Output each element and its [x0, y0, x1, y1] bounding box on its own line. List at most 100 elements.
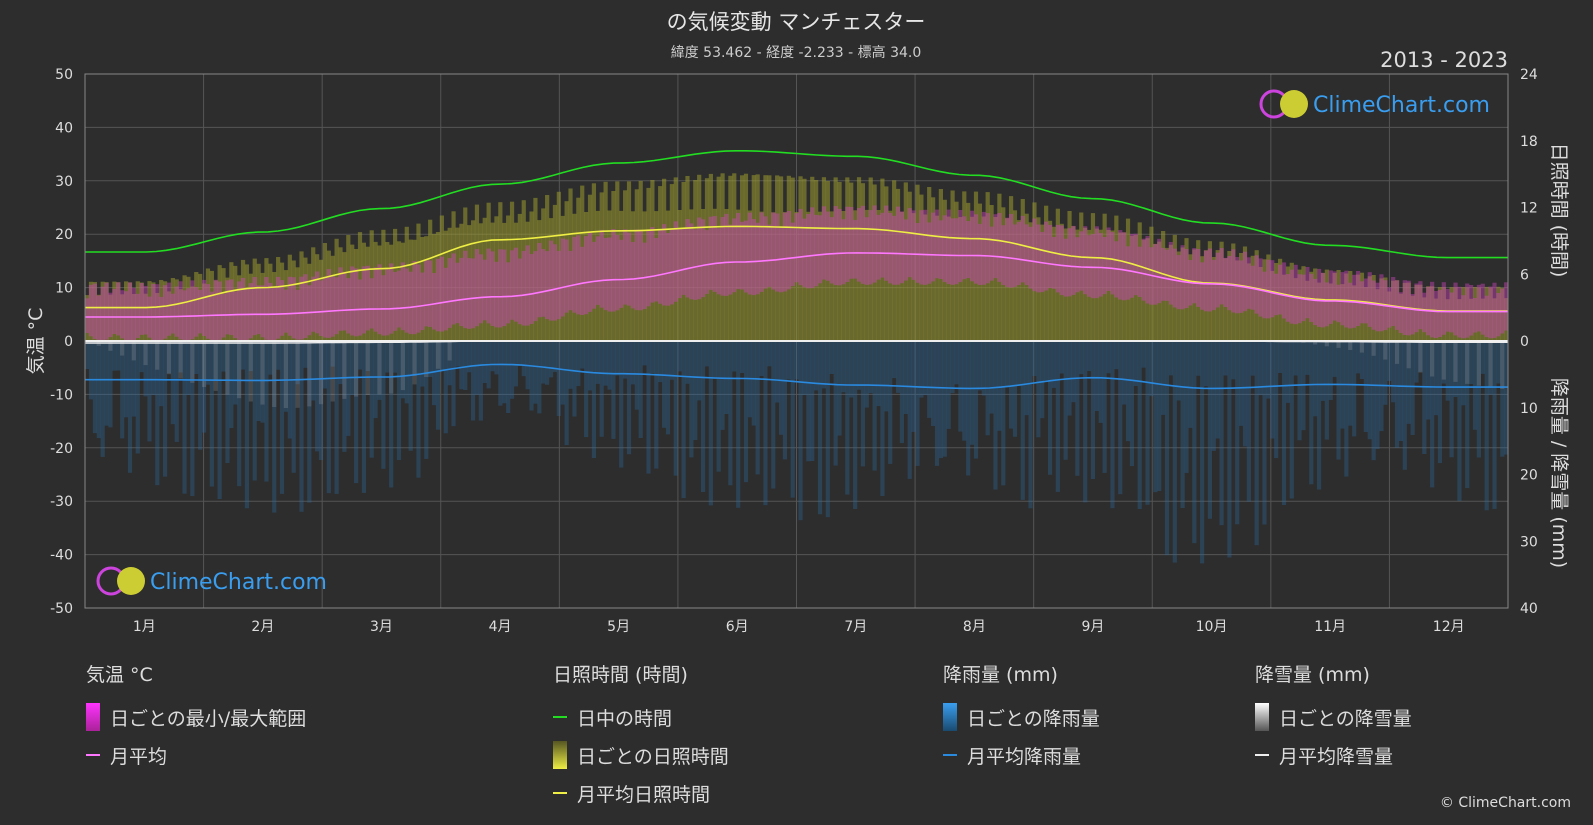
rain-bar — [1036, 341, 1041, 438]
rain-bar — [794, 341, 799, 380]
sunshine-bar — [151, 282, 156, 341]
temp-range-bar — [443, 267, 448, 331]
rain-bar — [611, 341, 616, 439]
sunshine-bar — [326, 250, 331, 341]
rain-bar — [342, 341, 347, 452]
snow-bar — [143, 341, 148, 366]
temp-range-bar — [1375, 282, 1380, 332]
rain-bar — [1383, 341, 1388, 405]
sunshine-bar — [264, 258, 269, 341]
rain-bar — [1336, 341, 1341, 460]
sunshine-bar — [315, 254, 320, 341]
month-label: 10月 — [1196, 619, 1228, 635]
rain-bar — [1008, 341, 1014, 429]
year-range: 2013 - 2023 — [1380, 48, 1508, 72]
sunshine-bar — [1040, 224, 1045, 341]
temp-range-bar — [1063, 238, 1068, 297]
rain-bar — [1324, 341, 1329, 440]
sunshine-bar — [369, 230, 374, 341]
temp-range-bar — [85, 298, 90, 333]
sunshine-bar — [720, 173, 725, 341]
temp-range-bar — [159, 296, 164, 341]
legend-rain: 降雨量 (mm) 日ごとの降雨量 月平均降雨量 — [943, 660, 1100, 774]
rain-bar — [529, 341, 534, 411]
legend-title: 降雨量 (mm) — [943, 664, 1058, 686]
rain-bar — [568, 341, 573, 389]
sunshine-bar — [240, 259, 246, 341]
rain-bar — [330, 341, 335, 367]
rain-bar — [1453, 341, 1458, 397]
sunshine-bar — [1188, 254, 1193, 341]
temp-range-bar — [966, 221, 971, 279]
rain-bar — [888, 341, 893, 464]
rain-bar — [1254, 341, 1259, 546]
temp-range-bar — [381, 275, 386, 336]
legend-item: 日ごとの日照時間 — [553, 736, 729, 774]
right-top-tick-label: 24 — [1520, 67, 1538, 83]
temp-range-bar — [392, 272, 398, 331]
sunshine-bar — [1102, 213, 1107, 341]
sunshine-bar — [1500, 287, 1505, 341]
temp-range-bar — [478, 254, 483, 324]
sunshine-bar — [1059, 223, 1064, 341]
rain-bar — [650, 341, 655, 374]
sunshine-bar — [1504, 298, 1509, 341]
sunshine-bar — [1001, 207, 1006, 341]
rain-bar — [564, 341, 569, 446]
right-bottom-tick-label: 10 — [1520, 401, 1538, 417]
snow-bar — [342, 341, 347, 399]
temp-range-bar — [1168, 242, 1174, 305]
sunshine-bar — [1402, 282, 1407, 341]
rain-bar — [615, 341, 620, 376]
rain-bar — [1055, 341, 1060, 492]
rain-bar — [1016, 341, 1021, 386]
temp-range-bar — [490, 251, 495, 326]
sunshine-bar — [630, 211, 636, 341]
sunshine-bar — [841, 211, 846, 341]
snow-bar — [1488, 341, 1493, 388]
rain-bar — [459, 341, 464, 390]
rain-bar — [170, 341, 175, 425]
temp-range-bar — [198, 289, 203, 334]
rain-bar — [595, 341, 600, 384]
rain-bar — [509, 341, 515, 399]
temp-range-bar — [591, 241, 597, 309]
temp-range-bar — [112, 288, 117, 334]
sunshine-bar — [1258, 267, 1263, 341]
sunshine-bar — [876, 210, 881, 341]
temp-range-bar — [447, 258, 452, 328]
sunshine-bar — [1383, 277, 1388, 341]
temp-range-bar — [1200, 262, 1205, 310]
rain-bar — [264, 341, 269, 482]
temp-range-bar — [856, 208, 862, 282]
legend-sunshine: 日照時間 (時間) 日中の時間 日ごとの日照時間 月平均日照時間 — [553, 660, 729, 812]
right-bottom-tick-label: 30 — [1520, 534, 1538, 550]
temp-range-bar — [303, 274, 308, 338]
temp-range-bar — [170, 293, 175, 334]
sunshine-bar — [1203, 250, 1209, 341]
rain-bar — [1188, 341, 1193, 428]
rain-bar — [833, 341, 838, 466]
temp-range-bar — [837, 208, 842, 286]
sunshine-bar — [287, 254, 292, 341]
sunshine-bar — [895, 188, 901, 341]
sunshine-bar — [178, 289, 183, 341]
rain-bar — [326, 341, 331, 494]
sunshine-bar — [810, 176, 815, 341]
temp-range-bar — [993, 214, 998, 279]
month-label: 3月 — [370, 619, 393, 635]
rain-bar — [739, 341, 745, 373]
rain-bar — [634, 341, 639, 410]
sunshine-bar — [1196, 240, 1201, 341]
temp-range-bar — [736, 213, 741, 290]
rain-bar — [1363, 341, 1368, 432]
temp-range-bar — [1422, 292, 1427, 333]
sunshine-bar — [646, 187, 651, 341]
right-bottom-tick-label: 40 — [1520, 601, 1538, 617]
sunshine-bar — [1016, 220, 1021, 341]
sunshine-bar — [431, 233, 437, 341]
temp-range-bar — [923, 209, 928, 285]
rain-bar — [377, 341, 382, 400]
sunshine-bar — [279, 262, 285, 341]
temp-range-bar — [123, 291, 129, 341]
